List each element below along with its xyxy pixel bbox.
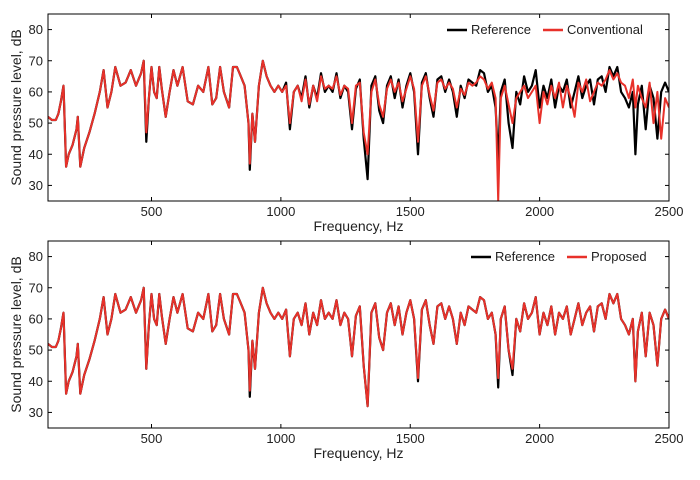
x-axis-label: Frequency, Hz: [314, 218, 404, 234]
legend-item-conventional: Conventional: [542, 22, 643, 37]
legend-item-proposed: Proposed: [566, 249, 647, 264]
y-tick-label: 40: [29, 374, 43, 389]
y-tick-label: 60: [29, 311, 43, 326]
plot-area: [48, 241, 669, 428]
legend-item-reference: Reference: [471, 249, 555, 264]
y-tick-label: 80: [29, 249, 43, 264]
y-tick-label: 50: [29, 343, 43, 358]
x-tick-label: 500: [141, 204, 163, 219]
series-line-conventional: [48, 59, 669, 201]
series-group: [48, 286, 669, 408]
x-tick-label: 1500: [396, 431, 425, 446]
x-tick-label: 1500: [396, 204, 425, 219]
y-tick-label: 30: [29, 178, 43, 193]
x-tick-label: 1000: [266, 431, 295, 446]
x-tick-label: 2500: [655, 431, 684, 446]
x-tick-label: 500: [141, 431, 163, 446]
y-tick-label: 80: [29, 22, 43, 37]
x-axis-label: Frequency, Hz: [314, 445, 404, 461]
y-tick-label: 60: [29, 84, 43, 99]
chart-panel-1: 500 1000 1500 2000 2500 30 40 50 60 70 80 Frequency…: [8, 13, 684, 234]
x-tick-label: 2000: [525, 431, 554, 446]
x-tick-label: 2000: [525, 204, 554, 219]
y-axis-label: Sound pressure level, dB: [8, 29, 24, 185]
y-tick-label: 70: [29, 53, 43, 68]
legend-label: Conventional: [567, 22, 643, 37]
x-tick-label: 1000: [266, 204, 295, 219]
series-line-proposed: [48, 286, 669, 408]
y-tick-label: 40: [29, 147, 43, 162]
y-axis-label: Sound pressure level, dB: [8, 256, 24, 412]
legend-item-reference: Reference: [447, 22, 531, 37]
y-tick-label: 70: [29, 280, 43, 295]
legend-label: Reference: [471, 22, 531, 37]
x-tick-label: 2500: [655, 204, 684, 219]
legend: Reference Proposed: [471, 249, 647, 264]
legend: Reference Conventional: [447, 22, 643, 37]
series-group: [48, 59, 669, 201]
y-tick-label: 30: [29, 405, 43, 420]
chart-panel-2: 500 1000 1500 2000 2500 30 40 50 60 70 80 Frequency…: [8, 240, 684, 461]
legend-label: Reference: [495, 249, 555, 264]
y-tick-label: 50: [29, 116, 43, 131]
legend-label: Proposed: [591, 249, 647, 264]
plot-area: [48, 14, 669, 201]
axes-frame: [47, 240, 670, 429]
axes-frame: [47, 13, 670, 202]
